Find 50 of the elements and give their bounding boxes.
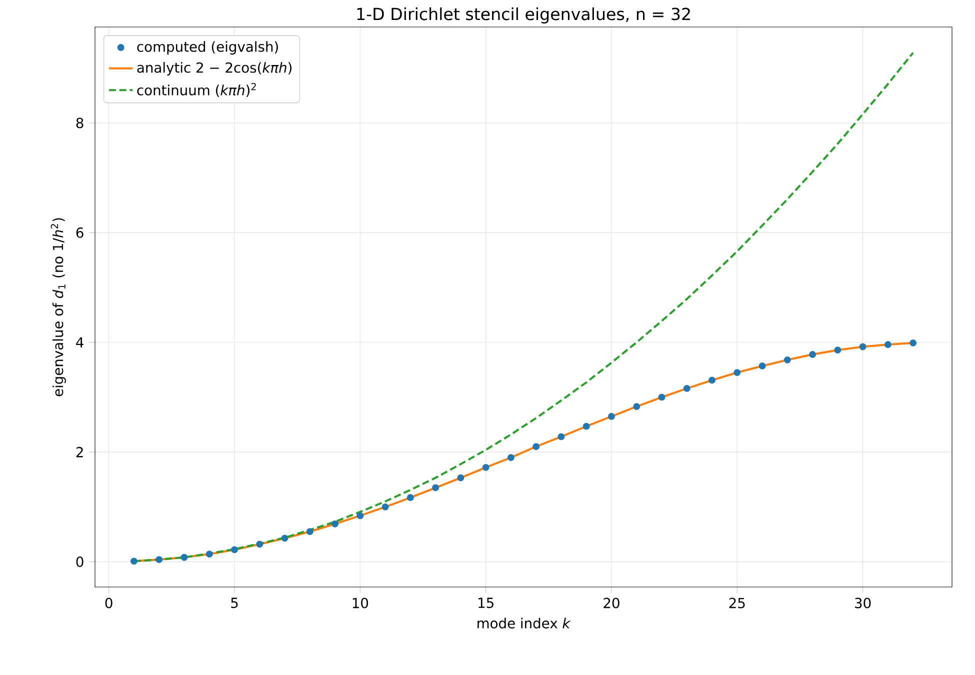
chart-title: 1-D Dirichlet stencil eigenvalues, n = 32: [357, 7, 690, 24]
x-tick-label: 0: [105, 598, 112, 608]
point: [406, 494, 414, 502]
y-tick-label: 0: [76, 556, 84, 567]
point: [532, 443, 540, 450]
point: [608, 412, 615, 420]
point: [306, 528, 314, 536]
legend-label: computed (eigvalsh): [137, 41, 278, 55]
point: [683, 384, 690, 392]
point: [658, 394, 666, 401]
point: [507, 454, 514, 462]
x-tick-label: 25: [729, 598, 745, 608]
y-tick-label: 2: [76, 446, 83, 458]
point: [809, 350, 816, 358]
point: [231, 546, 238, 554]
point: [884, 341, 892, 348]
point: [130, 558, 138, 565]
point: [633, 403, 640, 410]
point: [910, 339, 917, 346]
point: [256, 540, 264, 548]
point: [859, 343, 866, 350]
legend-label: analytic 2 − 2cos(kπh): [137, 62, 292, 76]
point: [482, 464, 490, 471]
point: [356, 512, 364, 520]
point: [206, 550, 213, 558]
point: [758, 362, 766, 370]
legend-label: continuum (kπh)$^{2}$: [137, 82, 256, 98]
point: [708, 376, 716, 384]
point: [734, 369, 741, 376]
x-tick-label: 10: [352, 598, 368, 608]
y-axis-title: eigenvalue of d$_{1}$ (no 1/h$^{2}$): [50, 218, 66, 396]
x-tick-label: 15: [478, 598, 494, 608]
x-tick-label: 30: [855, 598, 871, 608]
point: [382, 503, 389, 510]
point: [784, 356, 791, 364]
y-tick-label: 4: [76, 337, 84, 348]
point: [332, 520, 338, 528]
point: [180, 554, 188, 561]
x-tick-label: 5: [231, 598, 238, 608]
point: [457, 474, 464, 482]
point: [281, 534, 288, 542]
point: [582, 422, 590, 430]
x-tick-label: 20: [604, 598, 620, 608]
point: [834, 346, 842, 354]
y-tick-label: 8: [76, 118, 84, 128]
point: [558, 433, 565, 440]
y-tick-label: 6: [76, 227, 84, 238]
point: [432, 484, 440, 492]
point: [156, 556, 163, 564]
x-axis-title: mode index k: [478, 618, 571, 628]
